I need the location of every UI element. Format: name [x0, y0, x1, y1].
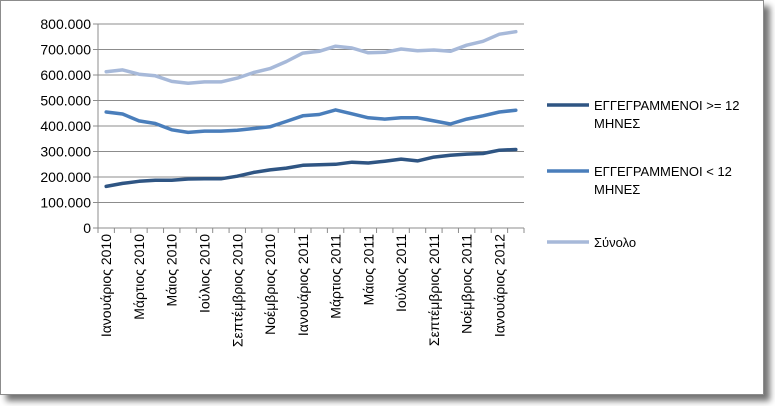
x-tick-label: Μάρτιος 2011 [328, 234, 344, 319]
y-tick-label: 600.000 [40, 67, 91, 83]
legend-label: ΕΓΓΕΓΡΑΜΜΕΝΟΙ >= 12 [594, 98, 740, 113]
x-axis-ticks: Ιανουάριος 2010 Μάρτιος 2010 Μάιος 2010 Ιού… [97, 228, 525, 347]
series-line-2 [104, 108, 518, 135]
legend-label: ΜΗΝΕΣ [594, 182, 640, 197]
line-chart: 0 100.000 200.000 300.000 400.000 500.000 600.… [40, 16, 740, 347]
x-tick-label: Μάρτιος 2010 [131, 234, 147, 320]
y-tick-label: 400.000 [40, 118, 91, 134]
chart-frame: 0 100.000 200.000 300.000 400.000 500.000 600.… [0, 0, 764, 395]
x-tick-label: Νοέμβριος 2011 [459, 234, 475, 334]
x-tick-label: Σεπτέμβριος 2011 [426, 234, 442, 346]
series-line-3 [104, 29, 518, 85]
y-tick-label: 100.000 [40, 195, 91, 211]
x-tick-label: Μάιος 2010 [164, 234, 180, 307]
legend-item-1: ΕΓΓΕΓΡΑΜΜΕΝΟΙ >= 12 ΜΗΝΕΣ [547, 98, 740, 131]
x-tick-label: Ιανουάριος 2010 [98, 234, 114, 337]
y-tick-label: 200.000 [40, 169, 91, 185]
legend-item-3: Σύνολο [547, 235, 636, 250]
x-tick-label: Νοέμβριος 2010 [262, 234, 278, 335]
y-tick-label: 0 [83, 220, 91, 236]
y-tick-label: 300.000 [40, 144, 91, 160]
legend-label: Σύνολο [594, 235, 636, 250]
x-tick-label: Ιούλιος 2010 [197, 234, 213, 313]
gridlines [98, 23, 524, 203]
x-tick-label: Σεπτέμβριος 2010 [229, 234, 245, 347]
y-axis-ticks: 0 100.000 200.000 300.000 400.000 500.000 600.… [40, 16, 98, 236]
x-tick-label: Ιανουάριος 2012 [491, 234, 507, 337]
y-tick-label: 500.000 [40, 93, 91, 109]
x-tick-label: Ιανουάριος 2011 [295, 234, 311, 336]
x-tick-label: Μάιος 2011 [360, 234, 376, 306]
legend-item-2: ΕΓΓΕΓΡΑΜΜΕΝΟΙ < 12 ΜΗΝΕΣ [547, 164, 732, 197]
series-line-1 [104, 147, 518, 189]
x-tick-label: Ιούλιος 2011 [393, 234, 409, 312]
legend-label: ΜΗΝΕΣ [594, 116, 640, 131]
y-tick-label: 800.000 [40, 16, 91, 32]
legend-label: ΕΓΓΕΓΡΑΜΜΕΝΟΙ < 12 [594, 164, 732, 179]
y-tick-label: 700.000 [40, 42, 91, 58]
series-lines [104, 29, 518, 189]
